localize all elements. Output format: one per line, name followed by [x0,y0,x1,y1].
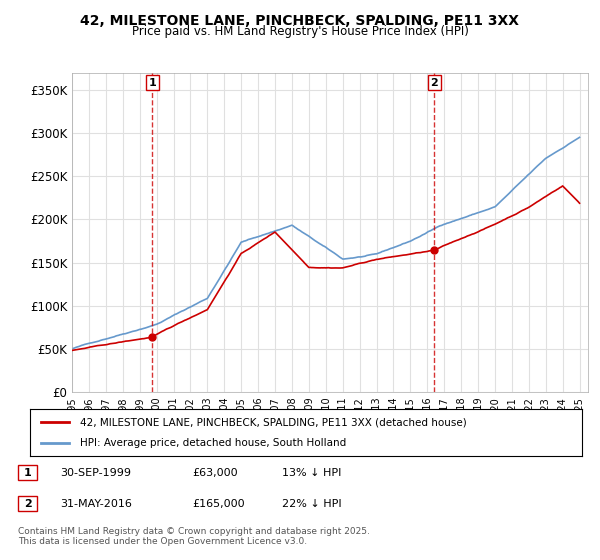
Text: 2: 2 [24,499,31,509]
Text: £165,000: £165,000 [192,499,245,509]
Text: Contains HM Land Registry data © Crown copyright and database right 2025.
This d: Contains HM Land Registry data © Crown c… [18,526,370,546]
Text: 22% ↓ HPI: 22% ↓ HPI [282,499,341,509]
Text: HPI: Average price, detached house, South Holland: HPI: Average price, detached house, Sout… [80,438,346,448]
Text: 30-SEP-1999: 30-SEP-1999 [60,468,131,478]
Text: 1: 1 [24,468,31,478]
Text: 13% ↓ HPI: 13% ↓ HPI [282,468,341,478]
Text: £63,000: £63,000 [192,468,238,478]
Text: 1: 1 [148,78,156,87]
Text: 42, MILESTONE LANE, PINCHBECK, SPALDING, PE11 3XX (detached house): 42, MILESTONE LANE, PINCHBECK, SPALDING,… [80,417,466,427]
Text: 2: 2 [431,78,438,87]
Text: Price paid vs. HM Land Registry's House Price Index (HPI): Price paid vs. HM Land Registry's House … [131,25,469,38]
Text: 42, MILESTONE LANE, PINCHBECK, SPALDING, PE11 3XX: 42, MILESTONE LANE, PINCHBECK, SPALDING,… [80,14,520,28]
Text: 31-MAY-2016: 31-MAY-2016 [60,499,132,509]
